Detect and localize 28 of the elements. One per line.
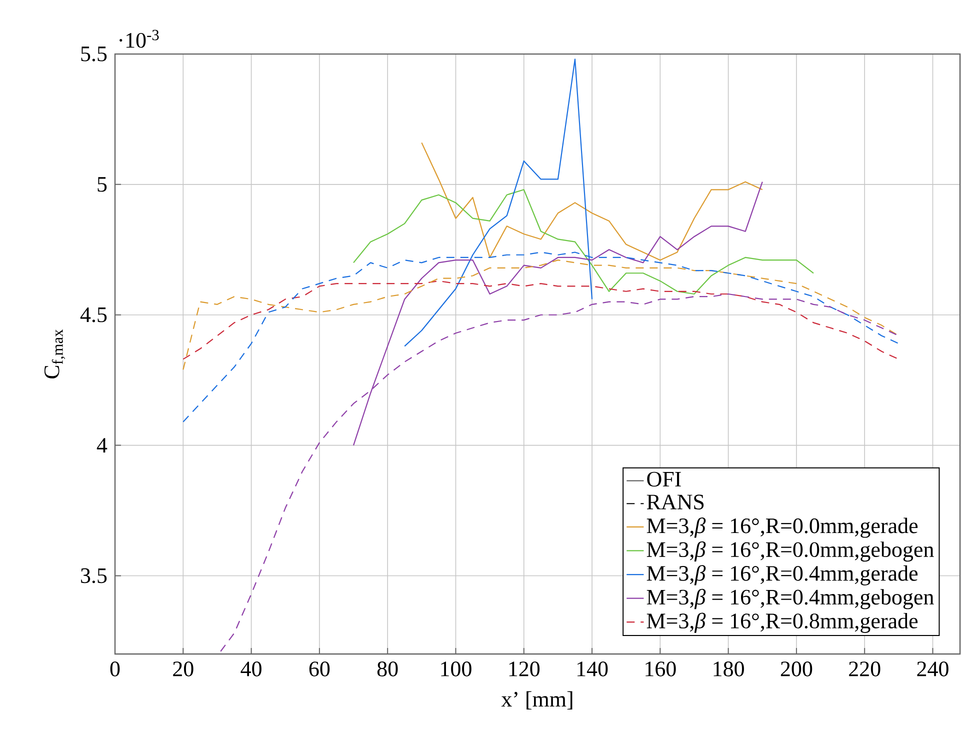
y-tick-label: 5: [98, 177, 107, 192]
legend-label: M=3,β = 16°,R=0.4mm,gebogen: [646, 588, 934, 610]
legend-label: M=3,β = 16°,R=0.0mm,gerade: [646, 518, 918, 538]
x-tick-label: 200: [780, 662, 812, 676]
x-tick-label: 40: [240, 662, 262, 676]
y-tick-label: 4: [96, 438, 108, 453]
legend-label: M=3,β = 16°,R=0.0mm,gebogen: [646, 541, 934, 562]
text: ·10$^{-3}$: [120, 30, 159, 48]
x-tick-label: 60: [309, 662, 330, 676]
x-axis-title: x’ [mm]: [501, 691, 572, 710]
x-tick-label: 140: [577, 662, 608, 676]
x-tick-label: 20: [173, 662, 194, 676]
legend-label: OFI: [647, 472, 681, 487]
legend-label: RANS: [646, 494, 704, 510]
legend-label: M=3,β = 16°,R=0.8mm,gerade: [646, 612, 918, 633]
legend-label: M=3,β = 16°,R=0.4mm,gerade: [646, 565, 918, 586]
x-tick-label: 180: [714, 662, 744, 676]
x-tick-label: 240: [917, 662, 948, 676]
x-tick-label: 120: [509, 662, 540, 676]
y-tick-label: 4.5: [80, 307, 107, 322]
x-tick-label: 0: [110, 662, 120, 676]
y-tick-label: 3.5: [81, 568, 107, 584]
y-tick-label: 5.5: [81, 46, 107, 62]
x-tick-label: 160: [646, 662, 676, 676]
x-tick-label: 100: [441, 662, 472, 676]
x-tick-label: 220: [849, 662, 880, 676]
x-tick-label: 80: [377, 662, 398, 676]
y-axis-title: C$_{f,max}$: [44, 329, 66, 378]
